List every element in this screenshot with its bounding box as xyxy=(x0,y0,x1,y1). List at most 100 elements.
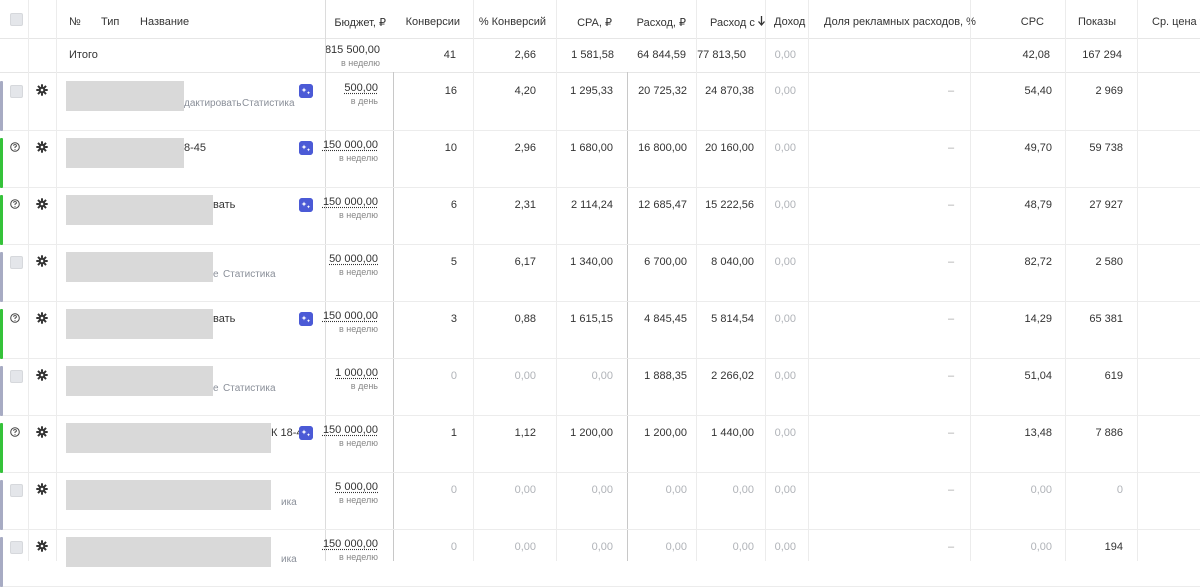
column-conversions[interactable]: Конверсии xyxy=(390,16,460,28)
income-value: 0,00 xyxy=(760,199,796,211)
column-cpc[interactable]: CPC xyxy=(990,16,1044,28)
campaign-name-fragment[interactable]: дактировать xyxy=(184,98,242,109)
gear-icon[interactable] xyxy=(36,84,48,96)
spend-vat-value: 8 040,00 xyxy=(696,256,754,268)
redacted-name xyxy=(66,537,271,567)
spend-value: 0,00 xyxy=(628,541,687,553)
conversion-rate-value: 0,00 xyxy=(472,370,536,382)
budget-value[interactable]: 500,00 xyxy=(320,82,378,94)
cpc-value: 51,04 xyxy=(990,370,1052,382)
sparkle-icon[interactable] xyxy=(299,426,313,440)
column-impressions[interactable]: Показы xyxy=(1060,16,1116,28)
spend-vat-value: 24 870,38 xyxy=(696,85,754,97)
row-checkbox[interactable] xyxy=(10,85,23,98)
sparkle-icon[interactable] xyxy=(299,141,313,155)
income-value: 0,00 xyxy=(760,541,796,553)
question-icon[interactable] xyxy=(10,199,20,209)
campaign-name-fragment[interactable]: е xyxy=(213,269,219,280)
question-icon[interactable] xyxy=(10,427,20,437)
budget-value[interactable]: 150 000,00 xyxy=(320,196,378,208)
question-icon[interactable] xyxy=(10,313,20,323)
gear-icon[interactable] xyxy=(36,198,48,210)
budget-value[interactable]: 150 000,00 xyxy=(320,538,378,550)
ad-share-value: – xyxy=(948,85,954,97)
gear-icon[interactable] xyxy=(36,540,48,552)
row-checkbox[interactable] xyxy=(10,256,23,269)
income-value: 0,00 xyxy=(760,142,796,154)
column-spend[interactable]: Расход, ₽ xyxy=(628,16,686,29)
spend-value: 12 685,47 xyxy=(628,199,687,211)
budget-value[interactable]: 50 000,00 xyxy=(320,253,378,265)
row-checkbox[interactable] xyxy=(10,484,23,497)
income-value: 0,00 xyxy=(760,85,796,97)
column-spend-vat[interactable]: Расход с xyxy=(710,16,765,29)
budget-value[interactable]: 150 000,00 xyxy=(320,310,378,322)
campaign-name-fragment[interactable]: 8-45 xyxy=(184,142,206,154)
select-all-checkbox[interactable] xyxy=(10,13,23,26)
campaign-name-fragment[interactable]: вать xyxy=(213,199,235,211)
column-type[interactable]: Тип xyxy=(101,16,119,28)
redacted-name xyxy=(66,138,184,168)
sparkle-icon[interactable] xyxy=(299,312,313,326)
gear-icon[interactable] xyxy=(36,312,48,324)
table-row[interactable]: вать 150 000,00 в неделю 3 0,88 1 615,15 4 845… xyxy=(0,301,1200,359)
redacted-name xyxy=(66,366,213,396)
table-row[interactable]: К 18-4 150 000,00 в неделю 1 1,12 1 200,00 1 2… xyxy=(0,415,1200,473)
statistics-link[interactable]: ика xyxy=(281,497,297,508)
question-icon[interactable] xyxy=(10,142,20,152)
sparkle-icon[interactable] xyxy=(299,198,313,212)
column-name[interactable]: Название xyxy=(140,16,189,28)
budget-value[interactable]: 150 000,00 xyxy=(320,139,378,151)
redacted-name xyxy=(66,309,213,339)
table-row[interactable]: е Статистика 1 000,00 в день 0 0,00 0,00 1 888,… xyxy=(0,358,1200,416)
conversions-value: 6 xyxy=(393,199,457,211)
sparkle-icon[interactable] xyxy=(299,84,313,98)
campaign-name-fragment[interactable]: вать xyxy=(213,313,235,325)
table-header: № Тип Название Бюджет, ₽ Конверсии % Кон… xyxy=(0,0,1200,39)
budget-value[interactable]: 1 000,00 xyxy=(320,367,378,379)
income-value: 0,00 xyxy=(760,484,796,496)
status-indicator xyxy=(0,81,3,131)
spend-vat-value: 0,00 xyxy=(696,484,754,496)
column-avg-price[interactable]: Ср. цена т xyxy=(1152,16,1200,28)
table-row[interactable]: ика 5 000,00 в неделю 0 0,00 0,00 0,00 0,00 0,00… xyxy=(0,472,1200,530)
impressions-value: 619 xyxy=(1060,370,1123,382)
column-income[interactable]: Доход xyxy=(774,16,805,28)
spend-value: 20 725,32 xyxy=(628,85,687,97)
budget-value[interactable]: 150 000,00 xyxy=(320,424,378,436)
total-cpc: 42,08 xyxy=(990,49,1050,61)
gear-icon[interactable] xyxy=(36,369,48,381)
row-checkbox[interactable] xyxy=(10,541,23,554)
gear-icon[interactable] xyxy=(36,141,48,153)
column-num[interactable]: № xyxy=(69,16,81,28)
cpc-value: 49,70 xyxy=(990,142,1052,154)
statistics-link[interactable]: Статистика xyxy=(223,269,276,280)
table-row[interactable]: дактировать Статистика 500,00 в день 16 4,20 1… xyxy=(0,73,1200,131)
statistics-link[interactable]: ика xyxy=(281,554,297,565)
column-conversion-rate[interactable]: % Конверсий xyxy=(472,16,546,28)
status-indicator xyxy=(0,195,3,245)
gear-icon[interactable] xyxy=(36,426,48,438)
statistics-link[interactable]: Статистика xyxy=(242,98,295,109)
column-budget[interactable]: Бюджет, ₽ xyxy=(320,16,386,29)
cpc-value: 48,79 xyxy=(990,199,1052,211)
campaign-name-fragment[interactable]: К 18-4 xyxy=(271,427,302,439)
conversion-rate-value: 6,17 xyxy=(472,256,536,268)
table-row[interactable]: вать 150 000,00 в неделю 6 2,31 2 114,24 12 68… xyxy=(0,187,1200,245)
row-checkbox[interactable] xyxy=(10,370,23,383)
table-row[interactable]: ика 150 000,00 в неделю 0 0,00 0,00 0,00 0,00 0,… xyxy=(0,529,1200,587)
gear-icon[interactable] xyxy=(36,483,48,495)
table-row[interactable]: 8-45 150 000,00 в неделю 10 2,96 1 680,00 16 8… xyxy=(0,130,1200,188)
statistics-link[interactable]: Статистика xyxy=(223,383,276,394)
column-ad-share[interactable]: Доля рекламных расходов, % xyxy=(824,16,976,28)
spend-value: 6 700,00 xyxy=(628,256,687,268)
status-indicator xyxy=(0,252,3,302)
conversion-rate-value: 1,12 xyxy=(472,427,536,439)
table-row[interactable]: е Статистика 50 000,00 в неделю 5 6,17 1 340,0… xyxy=(0,244,1200,302)
spend-vat-value: 2 266,02 xyxy=(696,370,754,382)
ad-share-value: – xyxy=(948,256,954,268)
column-cpa[interactable]: CPA, ₽ xyxy=(556,16,612,29)
campaign-name-fragment[interactable]: е xyxy=(213,383,219,394)
budget-value[interactable]: 5 000,00 xyxy=(320,481,378,493)
gear-icon[interactable] xyxy=(36,255,48,267)
